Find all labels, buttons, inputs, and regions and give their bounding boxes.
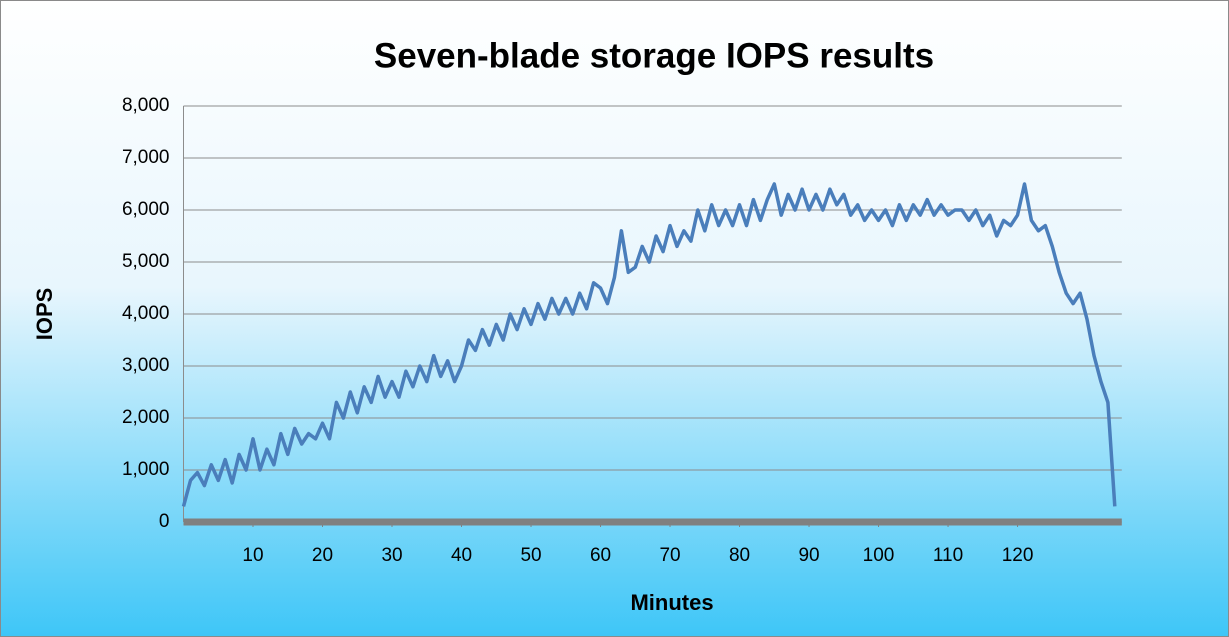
x-tick-label: 100 [863, 545, 895, 566]
y-tick-label: 0 [159, 511, 170, 532]
x-axis-title: Minutes [630, 590, 713, 615]
data-line [181, 182, 1117, 507]
x-tick-label: 30 [381, 545, 402, 566]
x-tick-label: 120 [1002, 545, 1034, 566]
y-tick-label: 6,000 [122, 199, 170, 220]
x-tick-label: 90 [798, 545, 819, 566]
y-tick-label: 7,000 [122, 147, 170, 168]
y-tick-label: 2,000 [122, 407, 170, 428]
x-tick-label: 80 [729, 545, 750, 566]
y-tick-label: 4,000 [122, 303, 170, 324]
y-tick-label: 5,000 [122, 251, 170, 272]
x-tick-label: 20 [312, 545, 333, 566]
y-tick-label: 1,000 [122, 459, 170, 480]
x-tick-label: 10 [242, 545, 263, 566]
y-tick-label: 8,000 [122, 95, 170, 116]
x-tick-label: 70 [659, 545, 680, 566]
x-tick-label: 50 [520, 545, 541, 566]
x-tick-label: 110 [933, 545, 963, 566]
y-tick-label: 3,000 [122, 355, 170, 376]
x-tick-label: 60 [590, 545, 611, 566]
chart-title: Seven-blade storage IOPS results [374, 36, 934, 75]
y-axis-title: IOPS [32, 288, 57, 341]
x-tick-label: 40 [451, 545, 472, 566]
